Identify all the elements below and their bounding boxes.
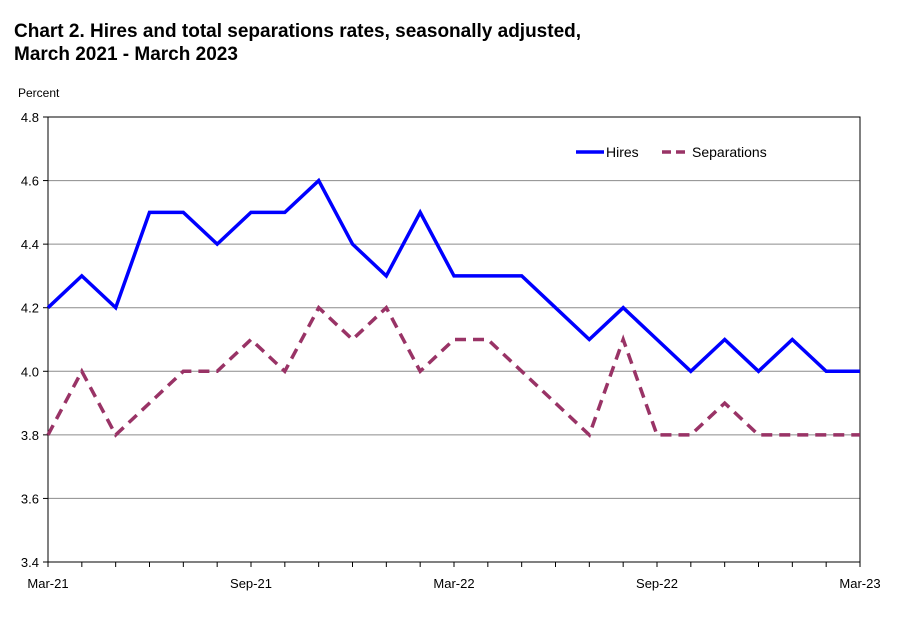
series-line-separations	[46, 304, 860, 439]
chart-title-line-1: Chart 2. Hires and total separations rat…	[14, 21, 582, 42]
plot-border	[47, 116, 861, 563]
x-tick-label: Mar-22	[433, 576, 474, 591]
y-tick-label: 4.0	[21, 364, 39, 379]
axes: 3.4 3.6 3.8 4.0 4.2 4.4 4.6 4.8 Mar-21 Sep-21 Mar-…	[21, 110, 881, 591]
x-tick-label: Sep-22	[636, 576, 678, 591]
series-line-hires	[46, 177, 860, 374]
x-tick-label: Mar-21	[27, 576, 68, 591]
y-tick-label: 4.6	[21, 174, 39, 189]
chart-title: Chart 2. Hires and total separations rat…	[14, 20, 581, 66]
legend-label-separations: Separations	[692, 144, 767, 160]
x-tick-label: Mar-23	[839, 576, 880, 591]
y-tick-label: 4.8	[21, 110, 39, 125]
y-tick-label: 4.2	[21, 301, 39, 316]
y-tick-label: 3.8	[21, 428, 39, 443]
gridlines	[48, 180, 860, 499]
data-series	[46, 177, 860, 439]
chart-title-line-2: March 2021 - March 2023	[14, 44, 238, 65]
y-tick-label: 4.4	[21, 237, 39, 252]
y-tick-label: 3.4	[21, 555, 39, 570]
legend-label-hires: Hires	[606, 144, 639, 160]
y-axis-label: Percent	[18, 86, 60, 100]
y-tick-label: 3.6	[21, 491, 39, 506]
x-tick-label: Sep-21	[230, 576, 272, 591]
legend: Hires Separations	[576, 144, 767, 160]
